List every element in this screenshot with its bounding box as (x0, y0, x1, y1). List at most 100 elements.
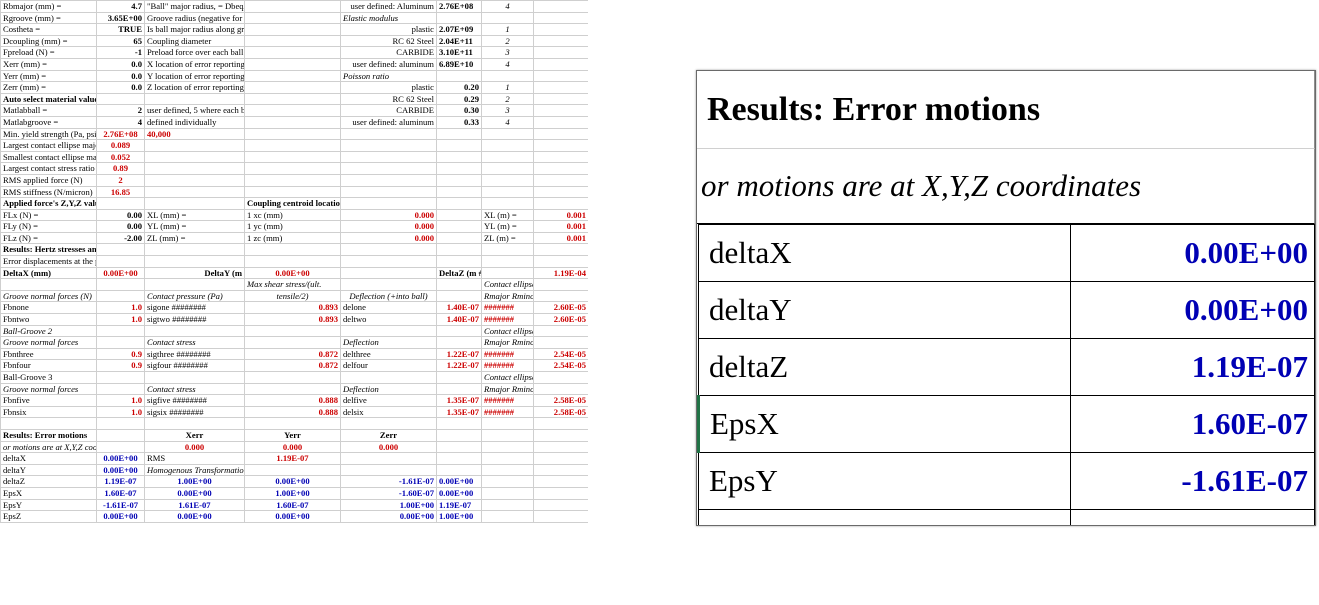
sheet-cell[interactable] (533, 324, 588, 338)
sheet-cell[interactable]: DeltaY (m (144, 266, 245, 280)
sheet-cell[interactable] (533, 243, 588, 257)
sheet-cell[interactable]: deltaZ (0, 475, 97, 488)
sheet-cell[interactable]: 0.00E+00 (244, 475, 341, 488)
sheet-cell[interactable]: Contact ellipse (481, 278, 534, 291)
sheet-cell[interactable]: Coupling centroid location (244, 197, 341, 210)
sheet-cell[interactable] (96, 324, 145, 338)
sheet-cell[interactable] (436, 220, 482, 233)
sheet-cell[interactable]: Groove normal forces (0, 336, 97, 349)
sheet-cell[interactable] (533, 498, 588, 512)
sheet-cell[interactable]: 0.89 (96, 162, 145, 175)
sheet-cell[interactable] (436, 11, 482, 25)
sheet-cell[interactable] (144, 92, 245, 106)
sheet-cell[interactable]: DeltaX (mm) (0, 266, 97, 280)
sheet-cell[interactable] (436, 69, 482, 83)
sheet-cell[interactable]: plastic (340, 81, 437, 94)
sheet-cell[interactable] (340, 452, 437, 465)
sheet-cell[interactable]: 1 yc (mm) (244, 220, 341, 233)
sheet-cell[interactable]: 0.00E+00 (96, 266, 145, 280)
sheet-cell[interactable]: 1 (481, 81, 534, 94)
sheet-cell[interactable]: 0.00E+00 (244, 510, 341, 523)
zoom-value[interactable]: 1.19E-07 (1070, 338, 1315, 396)
sheet-cell[interactable]: Max shear stress/(ult. (244, 278, 341, 291)
sheet-cell[interactable]: RMS stiffness (N/micron) (0, 185, 97, 199)
sheet-cell[interactable]: FLx (N) = (0, 208, 97, 222)
sheet-cell[interactable] (144, 417, 245, 430)
sheet-cell[interactable] (481, 197, 534, 210)
sheet-cell[interactable]: YL (m) = (481, 220, 534, 233)
sheet-cell[interactable] (436, 452, 482, 465)
sheet-cell[interactable]: Largest contact stress ratio (0, 162, 97, 175)
sheet-cell[interactable] (244, 173, 341, 187)
sheet-cell[interactable]: 0.000 (340, 220, 437, 233)
sheet-cell[interactable]: deltaY (0, 463, 97, 477)
sheet-cell[interactable] (533, 486, 588, 500)
sheet-cell[interactable]: 0.001 (533, 220, 588, 233)
sheet-cell[interactable]: RMS applied force (N) (0, 173, 97, 187)
sheet-cell[interactable]: 2 (96, 104, 145, 117)
sheet-cell[interactable] (533, 57, 588, 71)
sheet-cell[interactable] (533, 197, 588, 210)
sheet-cell[interactable]: 1.19E-07 (436, 498, 482, 512)
sheet-cell[interactable] (436, 208, 482, 222)
sheet-cell[interactable] (340, 371, 437, 384)
sheet-cell[interactable]: Deflection (340, 382, 437, 396)
sheet-cell[interactable]: 16.85 (96, 185, 145, 199)
sheet-cell[interactable] (533, 81, 588, 94)
sheet-cell[interactable] (96, 371, 145, 384)
sheet-cell[interactable] (481, 69, 534, 83)
sheet-cell[interactable]: 0.872 (244, 347, 341, 361)
sheet-cell[interactable]: XL (mm) = (144, 208, 245, 222)
sheet-cell[interactable]: FLz (N) = (0, 231, 97, 245)
sheet-cell[interactable]: 1.00E+00 (436, 510, 482, 523)
sheet-cell[interactable] (96, 428, 145, 442)
sheet-cell[interactable]: 0.00E+00 (244, 266, 341, 280)
sheet-cell[interactable] (436, 278, 482, 291)
sheet-cell[interactable] (244, 162, 341, 175)
sheet-cell[interactable]: 0.000 (340, 440, 437, 454)
sheet-cell[interactable]: 2 (481, 34, 534, 48)
sheet-cell[interactable]: Poisson ratio (340, 69, 437, 83)
sheet-cell[interactable]: -1 (96, 46, 145, 59)
sheet-cell[interactable]: 0.000 (340, 231, 437, 245)
sheet-cell[interactable] (436, 440, 482, 454)
sheet-cell[interactable]: 0.00E+00 (340, 510, 437, 523)
sheet-cell[interactable]: 2.76E+08 (436, 0, 482, 13)
sheet-cell[interactable]: delsix (340, 405, 437, 419)
zoom-label[interactable]: deltaX (698, 224, 1071, 282)
sheet-cell[interactable] (244, 81, 341, 94)
zoom-value[interactable]: 0.00E+00 (1070, 224, 1315, 282)
sheet-cell[interactable] (244, 243, 341, 257)
sheet-cell[interactable] (244, 0, 341, 13)
sheet-cell[interactable]: 1 zc (mm) (244, 231, 341, 245)
sheet-cell[interactable] (533, 475, 588, 488)
sheet-cell[interactable] (533, 463, 588, 477)
sheet-cell[interactable] (436, 289, 482, 303)
sheet-cell[interactable]: Matlabball = (0, 104, 97, 117)
sheet-cell[interactable]: 1.35E-07 (436, 394, 482, 407)
sheet-cell[interactable] (436, 173, 482, 187)
sheet-cell[interactable]: 3 (481, 46, 534, 59)
sheet-cell[interactable]: 6.89E+10 (436, 57, 482, 71)
sheet-cell[interactable]: Contact ellipse (481, 324, 534, 338)
sheet-cell[interactable]: 0.00E+00 (96, 463, 145, 477)
sheet-cell[interactable]: 0.20 (436, 81, 482, 94)
sheet-cell[interactable]: 4 (481, 115, 534, 129)
sheet-cell[interactable]: CARBIDE (340, 46, 437, 59)
sheet-cell[interactable]: 0.0 (96, 69, 145, 83)
sheet-cell[interactable] (340, 127, 437, 141)
sheet-cell[interactable] (436, 382, 482, 396)
sheet-cell[interactable] (244, 69, 341, 83)
sheet-cell[interactable] (533, 23, 588, 36)
sheet-cell[interactable]: 4 (481, 57, 534, 71)
sheet-cell[interactable]: tensile/2) (244, 289, 341, 303)
zoom-label[interactable]: EpsX (697, 395, 1071, 453)
sheet-cell[interactable]: 2.58E-05 (533, 405, 588, 419)
sheet-cell[interactable]: deltwo (340, 313, 437, 326)
sheet-cell[interactable] (533, 34, 588, 48)
sheet-cell[interactable] (340, 173, 437, 187)
sheet-cell[interactable] (481, 440, 534, 454)
sheet-cell[interactable]: 1.22E-07 (436, 347, 482, 361)
sheet-cell[interactable] (144, 371, 245, 384)
sheet-cell[interactable]: 0.00 (96, 220, 145, 233)
